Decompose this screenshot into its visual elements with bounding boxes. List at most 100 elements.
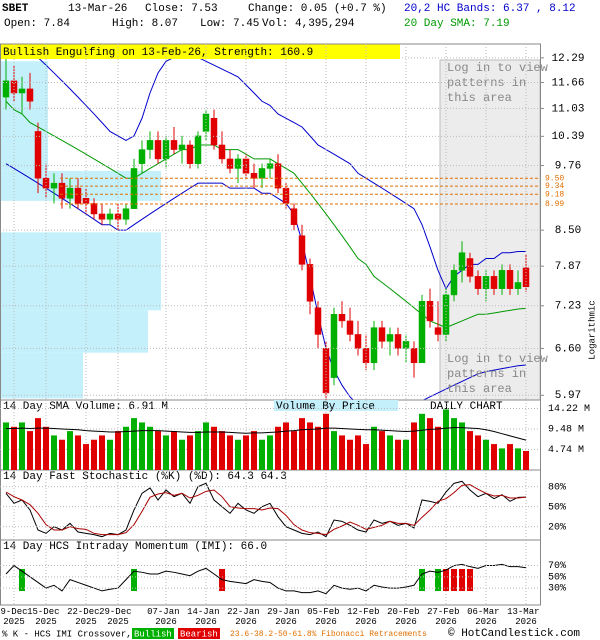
candle-body [394, 334, 402, 349]
sma-line [5, 100, 527, 329]
candle-body [186, 144, 194, 164]
crossover-bar [459, 569, 465, 591]
volume-bar [291, 431, 297, 470]
volume-bar [427, 418, 433, 470]
fibonacci-label: 8.99 [545, 200, 564, 209]
candle-body [274, 163, 282, 189]
volume-bar [419, 413, 425, 470]
x-tick-label: 15-Dec 2025 [27, 607, 65, 627]
y-tick-label: 4.74 M [548, 445, 584, 456]
login-note: Log in to view patterns in this area [447, 61, 555, 105]
copyright: © HotCandlestick.com [448, 628, 580, 640]
candle-body [282, 187, 290, 204]
volume-bar [155, 431, 161, 470]
indicator-line [5, 480, 527, 538]
volume-bar [435, 426, 441, 470]
volume-bar [363, 444, 369, 470]
candle-body [218, 144, 226, 160]
candle-body [258, 168, 266, 179]
price-panel: Log in to view patterns in this area Log … [0, 44, 585, 402]
volume-bar [195, 431, 201, 470]
candle-body [410, 348, 418, 364]
x-tick-label: 20-Feb 2026 [387, 607, 425, 627]
volume-bar [51, 435, 57, 470]
candle-body [434, 327, 442, 335]
crossover-bar [131, 569, 137, 591]
volume-by-price-bar [1, 352, 83, 399]
fibonacci-legend: 23.6-38.2-50-61.8% Fibonacci Retracement… [230, 630, 427, 639]
candle-body [458, 252, 466, 271]
fibonacci-label: 9.50 [545, 174, 564, 183]
candle-body [298, 235, 306, 265]
volume-bar [491, 444, 497, 470]
volume-bar [379, 431, 385, 470]
volume-bar [115, 431, 121, 470]
candle-body [58, 182, 66, 199]
x-tick-label: 13-Mar 2026 [507, 607, 545, 627]
x-tick-label: 29-Jan 2026 [267, 607, 305, 627]
candle-body [386, 334, 394, 342]
y-tick-label: 20% [548, 522, 566, 533]
y-axis-label: Logarithmic [587, 300, 597, 359]
daily-chart-label: DAILY CHART [430, 401, 503, 413]
volume-bar [211, 426, 217, 470]
y-tick-label: 7.87 [555, 261, 581, 273]
volume-bar [507, 444, 513, 470]
volume-bar [59, 439, 65, 470]
candle-body [74, 187, 82, 204]
volume-bar [467, 431, 473, 470]
legend-swatch [178, 628, 220, 639]
candle-body [450, 270, 458, 296]
volume: Vol: 4,395,294 [262, 18, 355, 30]
change: Change: 0.05 (+0.7 %) [248, 3, 387, 15]
price-content [1, 45, 530, 400]
indicator-line [5, 563, 527, 595]
x-tick-label: 22-Dec 2025 [67, 607, 105, 627]
candle-body [26, 88, 34, 102]
x-tick-label: 29-Dec 2025 [99, 607, 137, 627]
candle-body [354, 334, 362, 349]
date: 13-Mar-26 [68, 3, 127, 15]
momentum-title: 14 Day HCS Intraday Momentum (IMI): 66.0 [3, 541, 267, 553]
candle-body [514, 282, 522, 289]
y-tick-label: 12.29 [551, 53, 584, 65]
candle-body [130, 168, 138, 209]
volume-bar [267, 435, 273, 470]
crossover-bar [451, 569, 457, 591]
crossover-bar [19, 569, 25, 591]
y-tick-label: 80% [548, 482, 566, 493]
volume-sma-line [6, 427, 527, 441]
x-tick-label: 05-Feb 2026 [307, 607, 345, 627]
legend-entry: 20 Day SMA: 7.19 [404, 18, 510, 30]
volume-bar [35, 418, 41, 470]
candle-body [466, 258, 474, 277]
volume-bar [371, 426, 377, 470]
legend-entry: Bearish [180, 629, 218, 639]
candle-body [226, 158, 234, 169]
candle-body [178, 144, 186, 150]
volume-bar [187, 435, 193, 470]
candle-body [50, 182, 58, 189]
indicator-line [5, 484, 527, 536]
volume-bar [163, 435, 169, 470]
stochastic-title: 14 Day Fast Stochastic (%K) (%D): 64.3 6… [3, 471, 287, 483]
y-tick-label: 5.97 [555, 390, 581, 402]
volume-bar [131, 418, 137, 470]
candle-body [66, 187, 74, 199]
y-tick-label: 6.60 [555, 343, 581, 355]
volume-bar [43, 426, 49, 470]
volume-bar [227, 435, 233, 470]
lower-band [5, 163, 527, 400]
candle-body [114, 213, 122, 220]
candle-body [234, 158, 242, 169]
volume-bar [331, 431, 337, 470]
volume-bar [459, 422, 465, 470]
volume-bar [27, 431, 33, 470]
y-tick-label: 14.22 M [548, 404, 590, 415]
crossover-bar [435, 569, 441, 591]
x-tick-label: 06-Mar 2026 [467, 607, 505, 627]
volume-bar [259, 439, 265, 470]
volume-bar [315, 426, 321, 470]
legend-entry: 20,2 HC Bands: 6.37 , 8.12 [404, 3, 576, 15]
